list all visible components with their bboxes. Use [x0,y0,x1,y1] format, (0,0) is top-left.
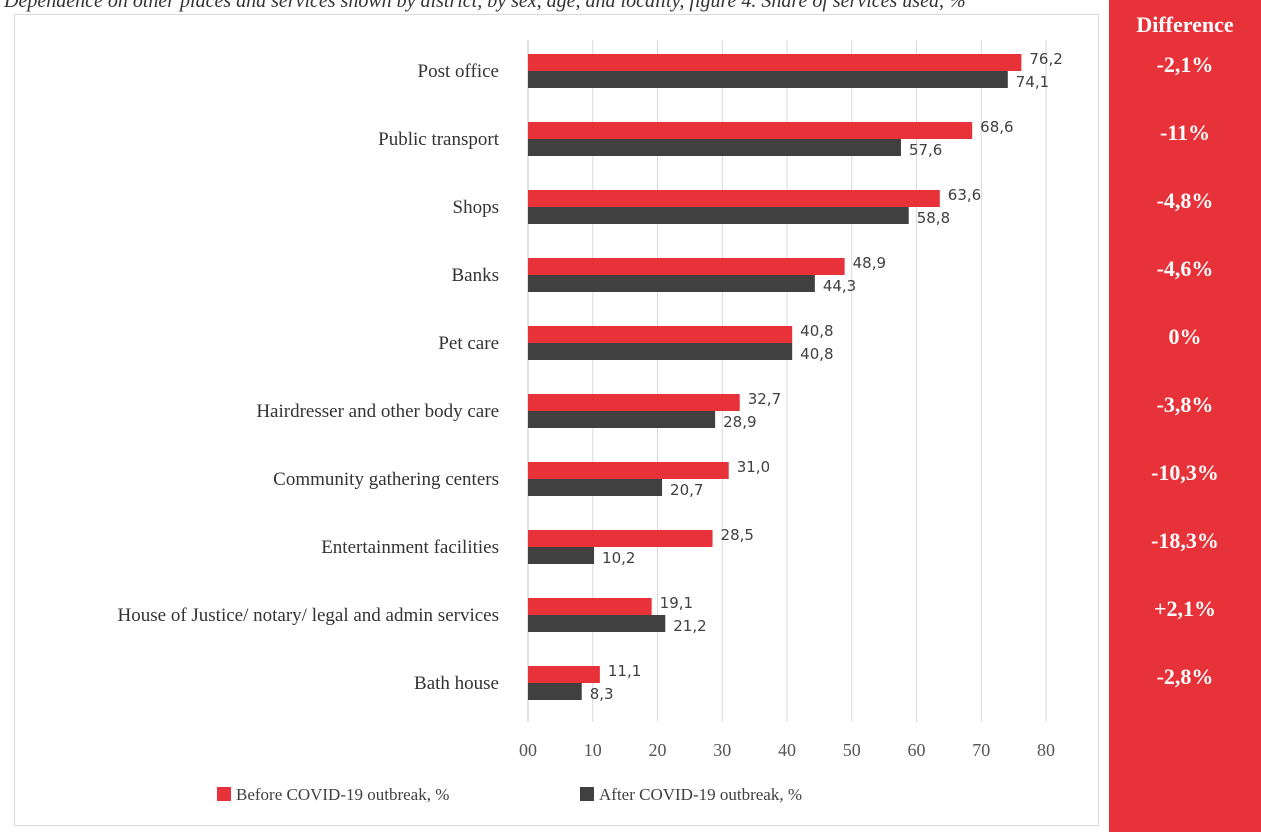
difference-value: -4,8% [1156,188,1214,213]
data-label: 32,7 [748,390,781,408]
bar-before [528,326,793,343]
difference-value: -3,8% [1156,392,1214,417]
bar-after [528,547,595,564]
bar-before [528,122,973,139]
x-tick-label: 40 [778,740,796,760]
category-label: House of Justice/ notary/ legal and admi… [118,605,499,626]
data-label: 28,9 [723,413,756,431]
data-label: 10,2 [602,549,635,567]
bar-chart: 76,2 74,1 68,6 57,6 63,6 58,8 48,9 44,3 40,8 40,8… [118,40,1063,804]
data-label: 74,1 [1016,73,1049,91]
bar-after [528,343,793,360]
x-axis-ticks: 00 10 20 30 40 50 60 70 80 [519,740,1055,760]
category-label: Bath house [414,673,499,694]
x-tick-label: 10 [584,740,602,760]
data-label: 8,3 [590,685,614,703]
difference-value: -11% [1159,120,1211,145]
cropped-caption: Dependence on other places and services … [0,0,1104,14]
data-label: 20,7 [670,481,703,499]
difference-value: -18,3% [1151,528,1219,553]
category-label: Shops [453,197,499,218]
difference-value: -4,6% [1156,256,1214,281]
data-label: 76,2 [1029,50,1062,68]
category-label: Post office [418,61,499,82]
data-label: 48,9 [853,254,886,272]
bar-before [528,462,729,479]
difference-value: -10,3% [1151,460,1219,485]
x-tick-label: 60 [908,740,926,760]
x-tick-label: 70 [972,740,990,760]
data-label: 31,0 [737,458,770,476]
bar-after [528,615,666,632]
legend: Before COVID-19 outbreak, % After COVID-1… [217,785,802,804]
caption-text: Dependence on other places and services … [4,0,966,12]
bar-after [528,71,1008,88]
legend-label: Before COVID-19 outbreak, % [236,785,449,804]
category-label: Pet care [438,333,499,354]
data-label: 44,3 [823,277,856,295]
x-tick-label: 00 [519,740,537,760]
difference-value: -2,8% [1156,664,1214,689]
category-label: Public transport [378,129,500,150]
bar-after [528,683,582,700]
legend-label: After COVID-19 outbreak, % [599,785,802,804]
bar-after [528,207,909,224]
data-label: 58,8 [917,209,950,227]
difference-panel: Difference -2,1% -11% -4,8% -4,6% 0% -3,8% -10… [1109,0,1261,832]
bar-after [528,411,716,428]
difference-value: +2,1% [1153,596,1217,621]
bar-after [528,479,663,496]
category-label: Community gathering centers [273,469,499,490]
difference-value: 0% [1168,324,1202,349]
data-label: 40,8 [800,345,833,363]
category-labels: Post office Public transport Shops Banks Pet… [118,61,500,694]
x-tick-label: 50 [843,740,861,760]
bar-after [528,275,815,292]
x-tick-label: 30 [713,740,731,760]
difference-header: Difference [1136,12,1234,37]
x-tick-label: 20 [649,740,667,760]
bar-before [528,598,652,615]
difference-value: -2,1% [1156,52,1214,77]
bar-before [528,54,1022,71]
bar-after [528,139,901,156]
data-label: 21,2 [673,617,706,635]
bar-before [528,666,600,683]
data-label: 11,1 [608,662,641,680]
data-label: 40,8 [800,322,833,340]
legend-swatch-after [580,787,594,801]
x-tick-label: 80 [1037,740,1055,760]
data-label: 57,6 [909,141,942,159]
category-label: Banks [452,265,500,286]
legend-swatch-before [217,787,231,801]
data-labels: 76,2 74,1 68,6 57,6 63,6 58,8 48,9 44,3 40,8 40,8… [590,50,1063,703]
data-label: 68,6 [980,118,1013,136]
data-label: 63,6 [948,186,981,204]
category-label: Hairdresser and other body care [256,401,499,422]
bar-before [528,258,845,275]
grid-lines [527,40,1047,722]
category-label: Entertainment facilities [321,537,499,558]
bar-before [528,394,740,411]
bar-before [528,190,940,207]
bar-before [528,530,713,547]
data-label: 19,1 [660,594,693,612]
chart-frame [14,14,1099,826]
data-label: 28,5 [721,526,754,544]
bars [528,54,1022,700]
